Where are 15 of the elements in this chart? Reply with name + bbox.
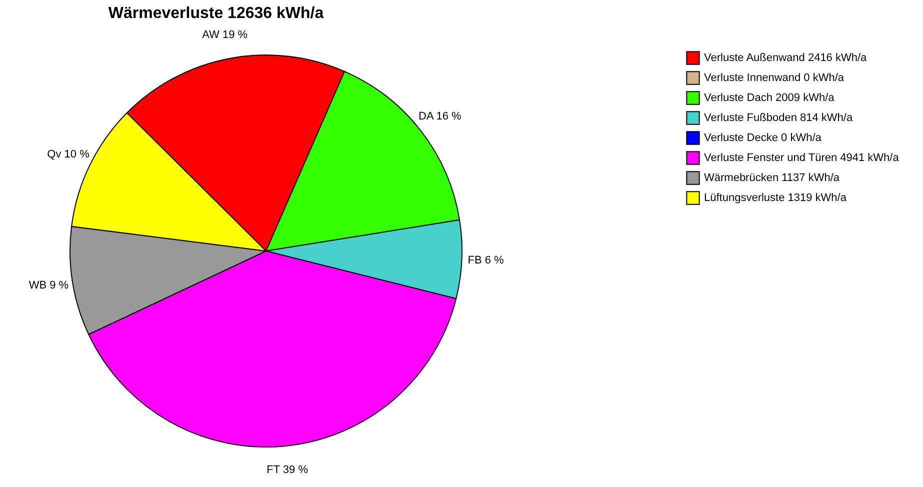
- legend-label: Lüftungsverluste 1319 kWh/a: [704, 192, 848, 204]
- data-label: DA 16 %: [418, 110, 462, 122]
- data-label: FT 39 %: [266, 464, 308, 476]
- data-label: Qv 10 %: [47, 148, 90, 161]
- data-label: WB 9 %: [28, 279, 69, 292]
- data-label: FB 6 %: [468, 254, 504, 266]
- legend-label: Verluste Fußboden 814 kWh/a: [704, 112, 854, 124]
- legend-label: Verluste Außenwand 2416 kWh/a: [704, 52, 868, 64]
- legend-label: Verluste Fenster und Türen 4941 kWh/a: [704, 152, 900, 164]
- data-label: AW 19 %: [202, 28, 248, 41]
- legend-label: Verluste Decke 0 kWh/a: [704, 132, 822, 144]
- legend-label: Wärmebrücken 1137 kWh/a: [704, 172, 840, 184]
- legend-label: Verluste Innenwand 0 kWh/a: [704, 72, 845, 84]
- chart-title: Wärmeverluste 12636 kWh/a: [108, 4, 324, 22]
- legend-label: Verluste Dach 2009 kWh/a: [704, 92, 836, 104]
